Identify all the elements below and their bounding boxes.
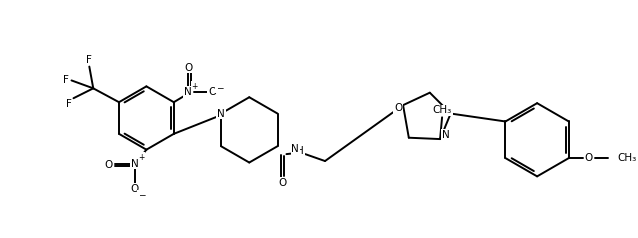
Text: O: O [278,178,286,188]
Text: CH₃: CH₃ [618,153,637,163]
Text: F: F [86,55,93,65]
Text: +: + [191,82,198,91]
Text: O: O [208,87,216,97]
Text: F: F [63,75,68,85]
Text: −: − [216,83,223,92]
Text: O: O [130,184,138,194]
Text: N: N [442,130,450,140]
Text: F: F [66,99,71,109]
Text: O: O [394,103,402,113]
Text: +: + [138,153,145,162]
Text: O: O [105,159,113,169]
Text: −: − [138,191,145,200]
Text: N: N [184,87,191,97]
Text: N: N [131,159,138,169]
Text: N: N [217,109,225,119]
Text: O: O [184,63,193,73]
Text: N: N [292,144,299,154]
Text: CH₃: CH₃ [433,105,452,115]
Text: H: H [297,146,304,156]
Text: O: O [584,153,593,163]
